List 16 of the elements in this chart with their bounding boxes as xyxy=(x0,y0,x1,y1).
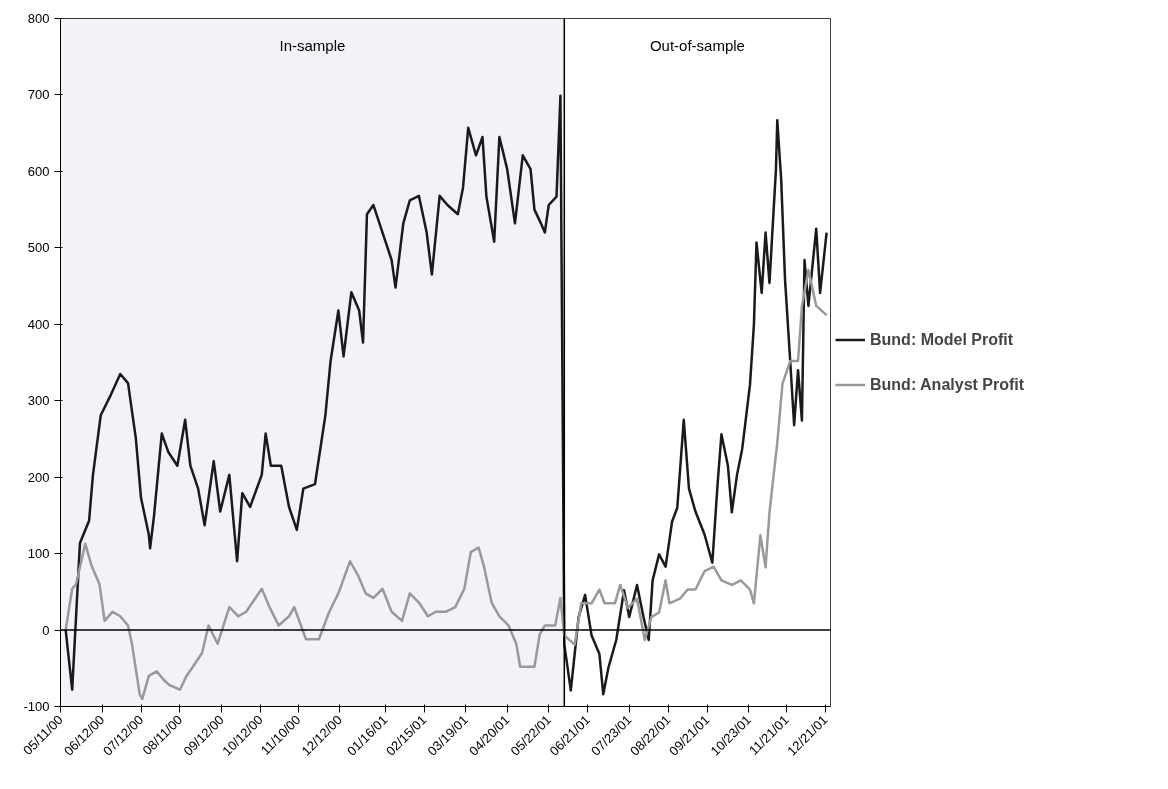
line-series xyxy=(64,94,828,696)
y-tick-label: 700 xyxy=(27,87,50,103)
y-tick-label: 100 xyxy=(27,546,50,562)
y-tick-label: 0 xyxy=(42,622,50,638)
y-tick-label: 200 xyxy=(27,469,50,485)
y-tick-label: 300 xyxy=(27,393,50,409)
y-tick-label: 400 xyxy=(27,316,50,332)
y-tick-label: 500 xyxy=(27,240,50,256)
y-tick-label: 800 xyxy=(27,11,50,26)
band-label: Out-of-sample xyxy=(649,36,745,54)
line-series xyxy=(64,268,828,701)
legend-label: Bund: Model Profit xyxy=(870,330,1014,349)
band-label: In-sample xyxy=(279,36,346,54)
legend-label: Bund: Analyst Profit xyxy=(870,375,1025,394)
y-tick-label: -100 xyxy=(23,699,50,714)
y-tick-label: 600 xyxy=(27,163,50,179)
